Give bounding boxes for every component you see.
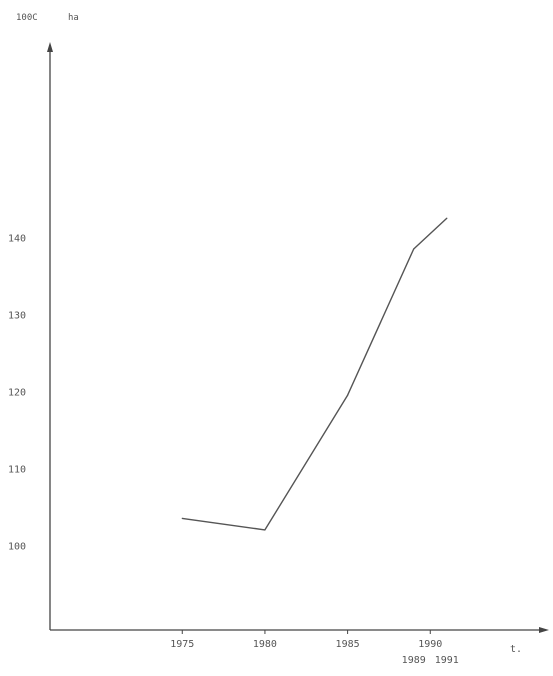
y-ticks: 100 110 120 130 140 [8,233,26,552]
y-tick-label: 140 [8,233,26,244]
data-point [347,394,349,396]
data-point [446,217,448,219]
data-point [264,529,266,531]
x-tick-label: 1985 [336,639,360,650]
y-tick-label: 100 [8,541,26,552]
y-axis-arrow [47,42,53,52]
x-tick-label: 1980 [253,639,277,650]
axes [47,42,549,633]
x-ticks: 1975 1980 1985 1990 1989 1991 [170,630,459,666]
x-axis-label: t. [510,644,522,655]
data-point [181,517,183,519]
data-point [413,248,415,250]
y-tick-label: 110 [8,464,26,475]
x-axis-arrow [539,627,549,633]
x-secondary-tick-label: 1991 [435,655,459,666]
y-axis-label: ha [68,13,79,23]
series-group [181,217,448,531]
x-tick-label: 1975 [170,639,194,650]
y-tick-label: 120 [8,387,26,398]
x-tick-label: 1990 [418,639,442,650]
y-tick-label: 130 [8,310,26,321]
series-line [182,217,448,531]
y-axis-multiplier: 100C [16,13,38,23]
x-secondary-tick-label: 1989 [402,655,426,666]
